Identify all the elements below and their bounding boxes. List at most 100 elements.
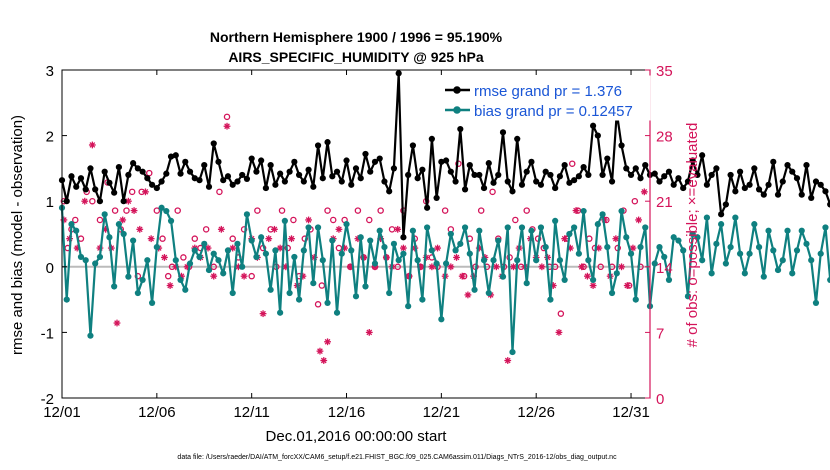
bias-point <box>812 299 820 306</box>
legend-bias-marker <box>453 106 461 114</box>
obs-possible-point <box>159 235 166 242</box>
bias-point <box>770 247 777 254</box>
bias-point <box>798 227 805 234</box>
obs-evaluated-point <box>555 329 563 336</box>
bias-point <box>699 257 706 264</box>
rmse-point <box>234 178 241 185</box>
rmse-point <box>362 150 369 158</box>
rmse-point <box>367 168 374 175</box>
rmse-point <box>428 135 435 142</box>
y-right-tick-label: 21 <box>656 194 673 211</box>
bias-point <box>523 280 530 287</box>
bias-point <box>167 217 175 224</box>
y-right-tick-label: 35 <box>656 63 673 80</box>
obs-possible-point <box>191 235 199 242</box>
bias-point <box>234 240 241 247</box>
rmse-point <box>82 186 89 193</box>
obs-possible-point <box>477 207 485 214</box>
rmse-point <box>770 158 777 165</box>
bias-point <box>466 250 473 257</box>
bias-point <box>125 273 132 280</box>
rmse-point <box>808 194 815 202</box>
bias-point <box>784 227 791 234</box>
bias-point <box>272 247 279 254</box>
bias-point <box>158 204 165 211</box>
bias-point <box>585 257 592 264</box>
obs-possible-point <box>523 207 530 214</box>
bias-point <box>319 257 326 264</box>
rmse-point <box>585 171 592 179</box>
obs-evaluated-point <box>305 216 312 224</box>
obs-possible-point <box>278 207 286 214</box>
rmse-point <box>675 175 682 182</box>
rmse-point <box>177 170 184 177</box>
rmse-point <box>120 198 127 205</box>
bias-point <box>480 257 488 264</box>
bias-point <box>618 207 625 215</box>
bias-point <box>291 253 298 261</box>
obs-evaluated-point <box>142 188 149 196</box>
rmse-point <box>708 171 715 179</box>
bias-point <box>400 250 407 257</box>
bias-point <box>760 273 767 280</box>
bias-point <box>680 247 687 254</box>
bias-point <box>594 221 601 228</box>
rmse-point <box>333 168 341 175</box>
rmse-point <box>656 178 663 185</box>
bias-point <box>736 250 744 257</box>
rmse-point <box>689 157 696 164</box>
rmse-point <box>125 171 132 179</box>
obs-evaluated-point <box>217 225 225 233</box>
bias-point <box>718 221 725 228</box>
obs-evaluated-point <box>453 254 460 261</box>
rmse-point <box>589 122 597 129</box>
rmse-point <box>205 183 213 190</box>
rmse-point <box>542 168 549 175</box>
rmse-point <box>424 204 431 211</box>
x-tick-label: 12/16 <box>328 404 366 421</box>
legend: rmse grand pr = 1.376 bias grand pr = 0.… <box>441 75 651 121</box>
rmse-point <box>153 184 160 192</box>
obs-possible-point <box>324 207 331 214</box>
y-left-tick-label: -1 <box>41 325 54 342</box>
bias-point <box>708 270 715 277</box>
obs-evaluated-point <box>88 141 96 149</box>
rmse-point <box>518 181 526 188</box>
obs-evaluated-point <box>223 122 231 130</box>
bias-point <box>604 244 611 251</box>
axes: -2 -1 0 1 2 3 0 7 14 21 28 35 12/01 12/06 12/11 12/16 12… <box>41 63 673 421</box>
bias-point <box>191 247 198 254</box>
bias-point <box>442 260 450 267</box>
rmse-point <box>604 155 611 162</box>
bias-point <box>537 224 545 231</box>
rmse-point <box>111 189 118 196</box>
obs-possible-point <box>128 188 136 196</box>
bias-point <box>514 257 521 264</box>
x-tick-label: 12/06 <box>138 404 176 421</box>
bias-point <box>452 247 459 254</box>
bias-point <box>210 250 217 257</box>
bias-point <box>552 217 559 224</box>
bias-point <box>599 211 606 218</box>
bias-point <box>224 247 232 254</box>
rmse-point <box>822 188 829 195</box>
obs-possible-point <box>597 263 604 271</box>
rmse-point <box>632 165 639 172</box>
bias-point <box>547 296 554 303</box>
bias-point <box>713 240 720 247</box>
rmse-point <box>172 152 179 159</box>
bias-point <box>92 260 99 267</box>
bias-point <box>77 253 85 261</box>
bias-point <box>130 237 137 244</box>
obs-evaluated-point <box>265 235 273 243</box>
rmse-point <box>447 168 454 175</box>
rmse-point <box>400 234 407 241</box>
bias-point <box>656 244 663 251</box>
obs-evaluated-point <box>578 263 586 271</box>
chart-title-line1: Northern Hemisphere 1900 / 1996 = 95.190… <box>210 29 503 45</box>
rmse-point <box>115 163 123 171</box>
bias-point <box>262 250 270 257</box>
rmse-point <box>201 162 208 169</box>
bias-point <box>746 250 753 257</box>
obs-evaluated-point <box>113 319 121 327</box>
